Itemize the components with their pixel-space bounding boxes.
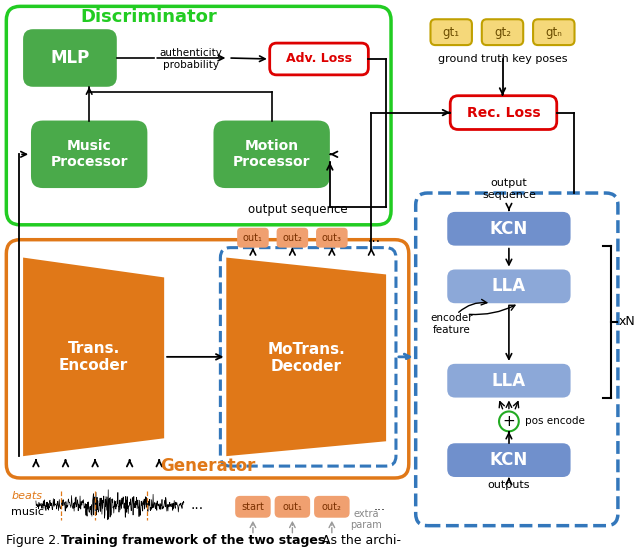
Text: output sequence: output sequence [248,204,347,216]
Text: music: music [12,507,44,517]
Text: out₁: out₁ [243,233,263,243]
Text: out₁: out₁ [282,502,302,512]
Text: beats: beats [12,491,42,501]
FancyBboxPatch shape [431,19,472,45]
Text: Generator: Generator [160,457,255,475]
Text: Adv. Loss: Adv. Loss [286,52,352,65]
Text: encoder
feature: encoder feature [431,314,473,335]
FancyBboxPatch shape [23,29,117,87]
FancyBboxPatch shape [214,120,330,188]
Text: out₂: out₂ [322,502,342,512]
Text: LLA: LLA [492,372,526,390]
Text: outputs: outputs [488,480,530,490]
Text: KCN: KCN [490,220,528,238]
Text: Rec. Loss: Rec. Loss [467,106,540,119]
FancyBboxPatch shape [276,228,308,248]
FancyBboxPatch shape [31,120,147,188]
Text: gtₙ: gtₙ [545,26,562,39]
Text: authenticity
probability: authenticity probability [159,48,222,70]
FancyBboxPatch shape [269,43,369,75]
Polygon shape [23,257,164,456]
Text: LLA: LLA [492,277,526,295]
Text: Motion
Processor: Motion Processor [233,139,310,169]
Text: Trans.
Encoder: Trans. Encoder [59,340,128,373]
FancyBboxPatch shape [447,364,571,398]
Text: Music
Processor: Music Processor [51,139,128,169]
Text: extra
param: extra param [351,509,382,531]
FancyBboxPatch shape [237,228,269,248]
Text: MLP: MLP [51,49,90,67]
Circle shape [499,411,519,431]
FancyBboxPatch shape [447,212,571,246]
FancyBboxPatch shape [447,443,571,477]
Text: output
sequence: output sequence [482,178,536,200]
FancyBboxPatch shape [316,228,348,248]
Text: ...: ... [191,498,204,512]
Text: ...: ... [373,500,385,513]
Text: As the archi-: As the archi- [322,534,401,547]
FancyBboxPatch shape [447,270,571,303]
Text: ground truth key poses: ground truth key poses [438,54,567,64]
Text: xN: xN [619,315,636,328]
Text: Discriminator: Discriminator [80,8,217,26]
Text: Training framework of the two stages.: Training framework of the two stages. [61,534,330,547]
Text: ...: ... [368,230,381,245]
Text: gt₂: gt₂ [494,26,511,39]
FancyBboxPatch shape [6,240,409,478]
FancyBboxPatch shape [533,19,575,45]
Text: out₂: out₂ [282,233,302,243]
FancyBboxPatch shape [482,19,524,45]
Text: gt₁: gt₁ [443,26,460,39]
FancyBboxPatch shape [416,193,618,526]
FancyBboxPatch shape [235,496,271,518]
Text: Figure 2.: Figure 2. [6,534,60,547]
Text: +: + [502,414,515,429]
Text: pos encode: pos encode [525,416,584,426]
FancyBboxPatch shape [450,96,557,129]
Text: start: start [241,502,264,512]
FancyBboxPatch shape [275,496,310,518]
Text: KCN: KCN [490,451,528,469]
Polygon shape [227,257,386,456]
FancyBboxPatch shape [314,496,349,518]
Text: out₃: out₃ [322,233,342,243]
Text: MoTrans.
Decoder: MoTrans. Decoder [268,342,345,374]
FancyBboxPatch shape [6,7,391,225]
